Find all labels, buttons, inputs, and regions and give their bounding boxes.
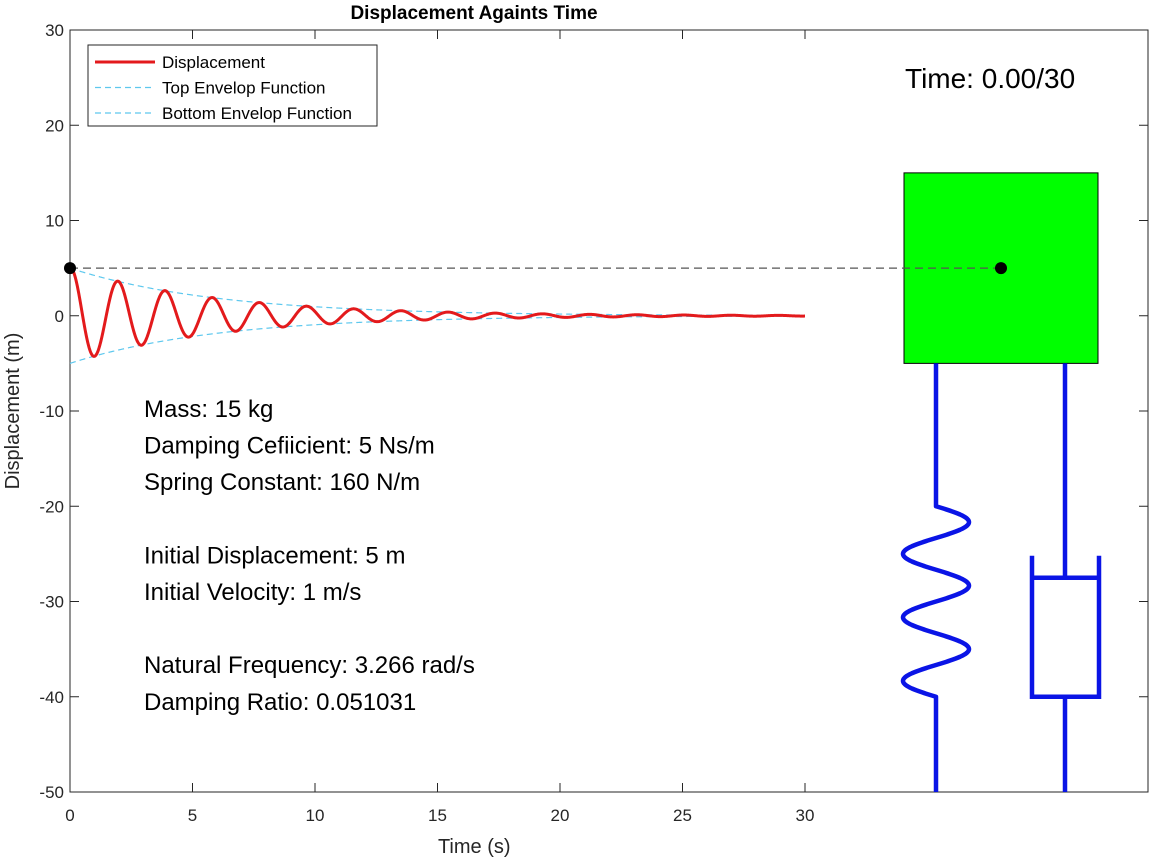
x-tick-label: 30 [796, 806, 815, 825]
legend: Displacement Top Envelop Function Bottom E… [87, 44, 378, 127]
x-tick-label: 20 [551, 806, 570, 825]
legend-label: Bottom Envelop Function [162, 104, 352, 123]
legend-label: Top Envelop Function [162, 79, 326, 98]
legend-label: Displacement [162, 53, 265, 72]
markers-group [64, 262, 1007, 275]
series-line-displacement [69, 266, 806, 358]
axes: 30 20 10 0 -10 -20 -30 -40 -50 0 5 10 15 20 25 30 Disp… [2, 3, 1149, 858]
y-axis-ticks: 30 20 10 0 -10 -20 -30 -40 -50 [39, 21, 1148, 802]
x-axis-ticks: 0 5 10 15 20 25 30 [65, 30, 814, 825]
y-tick-label: -10 [39, 402, 64, 421]
info-line: Mass: 15 kg [144, 396, 273, 423]
y-tick-label: -20 [39, 497, 64, 516]
y-axis-label: Displacement (m) [2, 333, 24, 490]
plot-area [69, 29, 1149, 793]
y-tick-label: -30 [39, 593, 64, 612]
current-point-marker [64, 262, 76, 275]
mass-center-marker [995, 262, 1007, 275]
info-line: Damping Ratio: 0.051031 [144, 689, 416, 716]
info-line: Natural Frequency: 3.266 rad/s [144, 652, 475, 679]
x-tick-label: 25 [673, 806, 692, 825]
info-line: Spring Constant: 160 N/m [144, 469, 420, 496]
chart-title: Displacement Againts Time [350, 3, 597, 24]
series-line-top-envelope [69, 267, 805, 317]
x-tick-label: 10 [306, 806, 325, 825]
y-tick-label: 0 [55, 307, 64, 326]
parameters-text-block: Mass: 15 kg Damping Cefiicient: 5 Ns/m Spr… [144, 396, 475, 716]
y-tick-label: -40 [39, 688, 64, 707]
info-line: Initial Velocity: 1 m/s [144, 579, 361, 606]
time-readout: Time: 0.00/30 [905, 63, 1075, 94]
x-axis-label: Time (s) [438, 836, 511, 858]
y-tick-label: 10 [45, 212, 64, 231]
series-group [69, 266, 806, 364]
y-tick-label: -50 [39, 783, 64, 802]
info-line: Initial Displacement: 5 m [144, 542, 405, 569]
x-tick-label: 15 [428, 806, 447, 825]
y-tick-label: 20 [45, 116, 64, 135]
x-tick-label: 5 [188, 806, 197, 825]
info-line: Damping Cefiicient: 5 Ns/m [144, 433, 435, 460]
spring [900, 363, 972, 792]
y-tick-label: 30 [45, 21, 64, 40]
x-tick-label: 0 [65, 806, 74, 825]
